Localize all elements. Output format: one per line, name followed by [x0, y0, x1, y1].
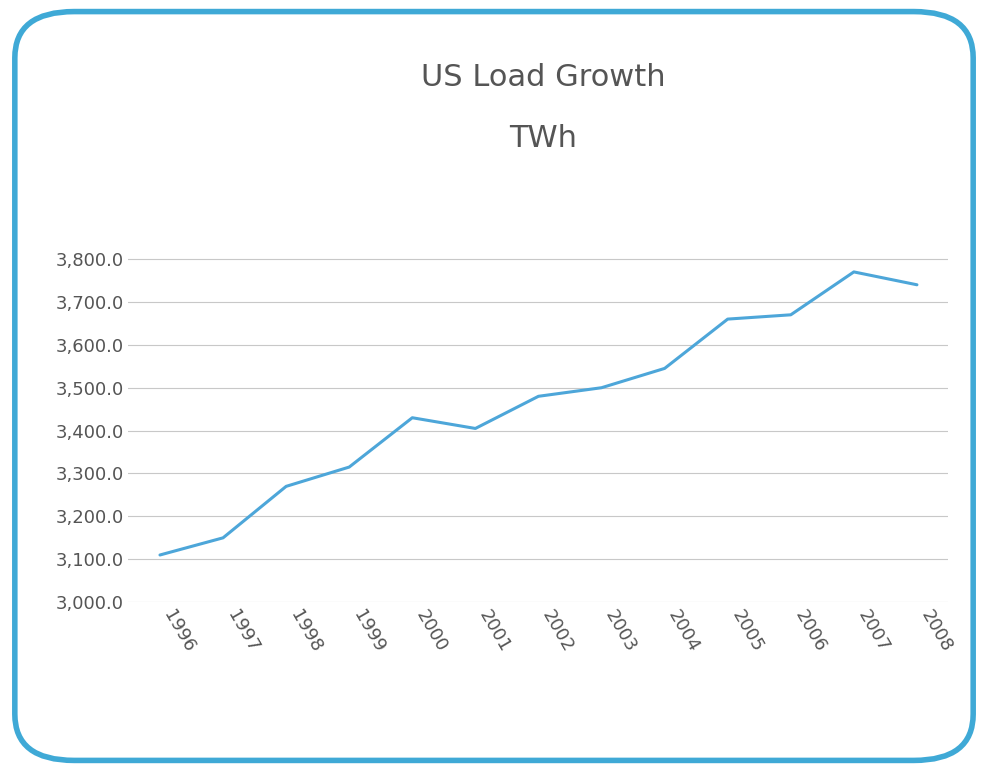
Text: TWh: TWh [510, 124, 577, 154]
Text: US Load Growth: US Load Growth [421, 63, 666, 92]
